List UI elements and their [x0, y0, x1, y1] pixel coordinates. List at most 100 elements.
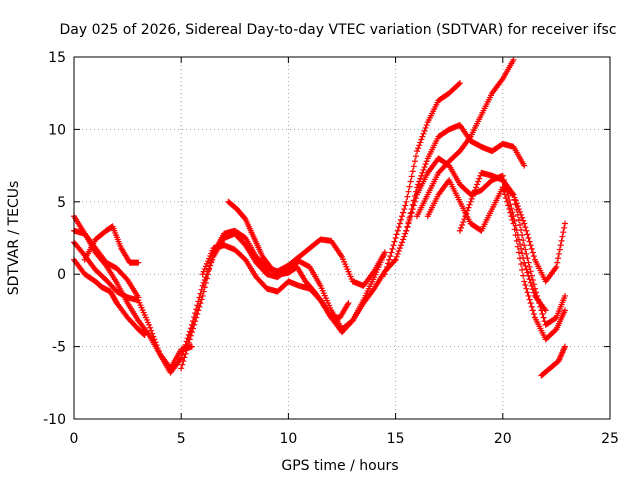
data-point-marker	[419, 133, 426, 140]
data-point-marker	[504, 198, 511, 205]
data-point-marker	[514, 203, 521, 210]
data-point-marker	[401, 206, 408, 213]
data-point-marker	[195, 307, 202, 314]
data-point-marker	[178, 365, 185, 372]
data-point-marker	[397, 242, 404, 249]
data-point-marker	[507, 209, 514, 216]
data-point-marker	[410, 163, 417, 170]
data-point-marker	[540, 314, 547, 321]
data-point-marker	[529, 249, 536, 256]
series-track	[71, 256, 148, 339]
data-point-marker	[525, 235, 532, 241]
data-point-marker	[201, 284, 208, 291]
data-point-marker	[401, 233, 408, 240]
data-point-marker	[418, 172, 425, 179]
data-point-marker	[558, 237, 565, 244]
data-point-marker	[555, 250, 562, 257]
data-point-marker	[412, 153, 419, 160]
data-point-marker	[206, 266, 213, 273]
data-point-marker	[135, 259, 142, 266]
data-point-marker	[388, 249, 395, 256]
series-track	[538, 343, 568, 379]
y-axis-ticks: -10 -5 0 5 10 15	[43, 50, 610, 428]
data-point-marker	[510, 56, 517, 63]
data-point-marker	[505, 202, 512, 209]
data-point-marker	[475, 178, 482, 185]
data-point-marker	[202, 263, 209, 270]
data-point-marker	[471, 187, 478, 194]
data-point-marker	[515, 206, 522, 213]
data-point-marker	[381, 271, 388, 278]
data-point-marker	[205, 271, 211, 278]
grid-lines	[74, 57, 610, 419]
data-point-marker	[520, 237, 527, 244]
data-point-marker	[560, 229, 567, 236]
y-tick-label: 5	[57, 195, 66, 211]
data-point-marker	[515, 216, 522, 223]
x-axis-label: GPS time / hours	[281, 458, 398, 474]
data-point-marker	[203, 260, 210, 267]
series-track	[81, 223, 142, 266]
data-point-marker	[510, 220, 517, 227]
data-point-marker	[386, 256, 393, 263]
data-point-marker	[208, 250, 215, 257]
data-point-marker	[528, 272, 535, 279]
data-point-marker	[537, 303, 544, 310]
data-point-marker	[518, 261, 525, 268]
data-point-marker	[516, 221, 523, 228]
x-tick-label: 5	[177, 431, 186, 447]
data-point-marker	[500, 187, 507, 194]
data-point-marker	[402, 202, 409, 209]
data-point-marker	[554, 259, 561, 266]
data-point-marker	[404, 223, 411, 230]
data-point-marker	[459, 221, 466, 228]
data-point-marker	[523, 285, 530, 292]
data-point-marker	[399, 239, 406, 246]
y-tick-label: 10	[48, 122, 66, 138]
data-point-marker	[513, 237, 520, 244]
x-tick-label: 20	[494, 431, 512, 447]
data-point-marker	[403, 198, 410, 205]
data-point-marker	[523, 227, 530, 234]
data-point-marker	[391, 238, 398, 245]
data-point-marker	[394, 227, 401, 234]
data-point-marker	[420, 166, 427, 173]
series-track	[414, 56, 517, 220]
data-point-marker	[555, 255, 562, 262]
data-point-marker	[536, 300, 543, 307]
data-point-marker	[406, 214, 413, 221]
data-point-marker	[526, 238, 533, 245]
data-point-marker	[391, 257, 398, 264]
x-axis-ticks: 0 5 10 15 20 25	[70, 57, 619, 447]
data-point-marker	[403, 227, 410, 234]
data-point-marker	[185, 339, 192, 346]
data-point-marker	[516, 208, 523, 215]
data-point-marker	[509, 216, 516, 223]
data-point-marker	[557, 242, 564, 249]
data-point-marker	[460, 219, 467, 226]
series-track	[499, 184, 568, 343]
data-point-marker	[402, 230, 409, 237]
data-point-marker	[467, 198, 474, 205]
data-point-marker	[528, 303, 535, 310]
data-point-marker	[422, 161, 429, 168]
data-point-marker	[202, 279, 209, 286]
x-tick-label: 10	[279, 431, 297, 447]
data-point-marker	[191, 321, 198, 328]
data-point-marker	[409, 201, 416, 208]
data-point-marker	[465, 204, 472, 211]
data-point-marker	[405, 188, 412, 195]
data-point-marker	[396, 220, 403, 227]
data-point-marker	[206, 255, 213, 262]
data-point-marker	[422, 124, 429, 131]
data-point-marker	[414, 148, 421, 155]
series-track	[178, 227, 388, 372]
data-point-marker	[418, 136, 425, 143]
data-point-marker	[395, 248, 402, 255]
data-point-marker	[415, 145, 422, 152]
data-point-marker	[470, 190, 477, 197]
data-point-marker	[524, 269, 531, 276]
data-point-marker	[416, 142, 423, 149]
data-point-marker	[476, 175, 483, 182]
